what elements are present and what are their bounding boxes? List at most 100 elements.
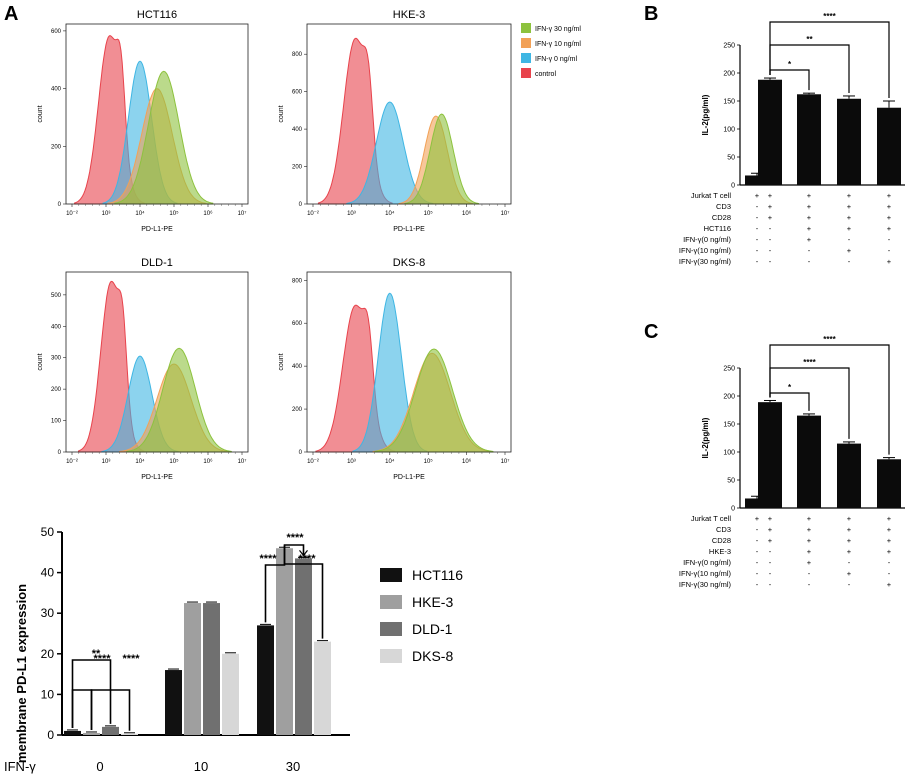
significance-bracket <box>71 689 93 730</box>
y-tick-label: 250 <box>723 366 735 373</box>
x-tick-label: 10⁵ <box>424 458 434 465</box>
bar-hct116-ifn30 <box>257 625 274 735</box>
x-tick-label: 30 <box>286 759 300 774</box>
y-tick-label: 40 <box>41 566 55 580</box>
significance-label: * <box>788 383 792 392</box>
significance-label: **** <box>259 553 277 565</box>
table-cell: + <box>807 202 812 211</box>
bar-hke3-ifn0 <box>83 732 100 735</box>
table-cell: - <box>888 558 891 567</box>
bar-condition-3 <box>797 94 821 185</box>
bar-hct116-ifn0 <box>64 730 81 735</box>
y-tick-label: 200 <box>51 144 62 150</box>
y-axis-label: IL-2(pg/ml) <box>701 94 710 135</box>
table-cell: + <box>755 514 760 523</box>
table-cell: + <box>847 246 852 255</box>
y-axis-label: IL-2(pg/ml) <box>701 417 710 458</box>
bar-condition-4 <box>837 443 861 508</box>
histogram-legend: IFN-γ 30 ng/ml IFN-γ 10 ng/ml IFN-γ 0 ng/m… <box>521 23 581 78</box>
y-tick-label: 400 <box>292 127 303 133</box>
y-tick-label: 600 <box>51 29 62 35</box>
table-cell: + <box>807 224 812 233</box>
x-tick-label: 10⁴ <box>135 458 145 465</box>
table-cell: + <box>768 514 773 523</box>
significance-label: **** <box>298 553 316 565</box>
table-cell: + <box>807 536 812 545</box>
histogram-title: DLD-1 <box>141 257 173 269</box>
significance-label: ** <box>92 648 101 660</box>
table-cell: + <box>887 202 892 211</box>
table-cell: + <box>807 191 812 200</box>
table-row-label: CD28 <box>712 213 731 222</box>
bar-dks8-ifn30 <box>314 641 331 735</box>
table-row-label: CD3 <box>716 525 731 534</box>
table-cell: + <box>768 191 773 200</box>
legend-swatch <box>521 23 531 33</box>
panel-letter-a: A <box>4 3 18 25</box>
table-cell: - <box>756 569 759 578</box>
table-row-label: IFN-γ(10 ng/ml) <box>679 246 732 255</box>
bar-hct116-ifn10 <box>165 670 182 735</box>
table-cell: - <box>769 257 772 266</box>
legend-swatch <box>380 595 402 609</box>
bar-condition-4 <box>837 98 861 185</box>
table-cell: - <box>888 569 891 578</box>
x-tick-label: 10⁶ <box>203 210 213 217</box>
table-cell: - <box>756 525 759 534</box>
y-tick-label: 200 <box>292 407 303 413</box>
y-tick-label: 0 <box>58 450 62 456</box>
legend-label: IFN-γ 30 ng/ml <box>535 26 581 33</box>
table-cell: + <box>887 547 892 556</box>
x-axis-label: PD-L1-PE <box>141 474 173 481</box>
table-cell: - <box>769 558 772 567</box>
table-row-label: Jurkat T cell <box>691 191 731 200</box>
table-cell: + <box>807 558 812 567</box>
table-cell: - <box>756 213 759 222</box>
histogram-panel-dks8: DKS-8 0 200 400 600 800 10⁻² 10³ 10⁴ 10⁵ 10⁶ 10⁷ PD-… <box>278 257 512 481</box>
bar-condition-5 <box>877 107 901 185</box>
y-tick-label: 0 <box>731 506 735 513</box>
y-tick-label: 400 <box>292 364 303 370</box>
table-row-label: CD28 <box>712 536 731 545</box>
table-cell: + <box>887 580 892 589</box>
table-cell: + <box>807 235 812 244</box>
table-row-label: IFN-γ(10 ng/ml) <box>679 569 732 578</box>
bar-dks8-ifn0 <box>121 733 138 735</box>
y-axis-label: count <box>278 353 285 370</box>
legend-label: IFN-γ 0 ng/ml <box>535 56 577 63</box>
bar-condition-5 <box>877 459 901 508</box>
bar-condition-2 <box>758 79 782 185</box>
x-axis-label: PD-L1-PE <box>141 226 173 233</box>
table-cell: + <box>847 213 852 222</box>
table-cell: + <box>887 257 892 266</box>
table-cell: + <box>847 547 852 556</box>
x-tick-label: 10⁶ <box>462 458 472 465</box>
table-cell: - <box>848 257 851 266</box>
table-cell: - <box>769 235 772 244</box>
x-tick-label: 10 <box>194 759 208 774</box>
table-cell: + <box>887 213 892 222</box>
bar-hke3-ifn10 <box>184 603 201 735</box>
histogram-frame <box>65 23 249 205</box>
table-cell: + <box>847 224 852 233</box>
table-cell: - <box>756 224 759 233</box>
histogram-curve-ifn30 <box>114 70 214 205</box>
y-tick-label: 0 <box>299 202 303 208</box>
x-tick-label: 10⁶ <box>203 458 213 465</box>
significance-bracket <box>769 344 890 455</box>
y-tick-label: 0 <box>731 183 735 190</box>
x-tick-label: 10⁷ <box>501 458 510 465</box>
table-cell: + <box>847 191 852 200</box>
y-tick-label: 200 <box>723 394 735 401</box>
table-row-label: IFN-γ(0 ng/ml) <box>683 558 731 567</box>
legend-swatch <box>521 53 531 63</box>
table-cell: + <box>807 547 812 556</box>
significance-label: **** <box>823 335 836 344</box>
x-tick-label: 10⁵ <box>424 210 434 217</box>
significance-label: **** <box>823 12 836 21</box>
y-tick-label: 400 <box>51 324 62 330</box>
y-tick-label: 200 <box>292 165 303 171</box>
y-tick-label: 250 <box>723 43 735 50</box>
y-tick-label: 50 <box>41 525 55 539</box>
table-row-label: IFN-γ(30 ng/ml) <box>679 257 732 266</box>
